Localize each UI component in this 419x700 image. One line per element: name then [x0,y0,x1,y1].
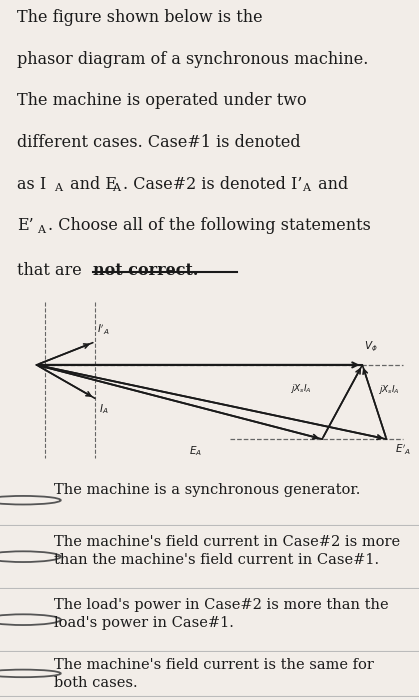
Text: A: A [112,183,120,193]
Text: as I: as I [17,176,46,192]
Text: A: A [37,225,45,235]
Text: $jX_sI_A$: $jX_sI_A$ [290,382,312,395]
Text: . Case#2 is denoted I’: . Case#2 is denoted I’ [123,176,302,192]
Text: The machine is operated under two: The machine is operated under two [17,92,306,109]
Text: $I'_A$: $I'_A$ [97,323,110,337]
Text: $V_\phi$: $V_\phi$ [365,340,378,354]
Text: The machine's field current in Case#2 is more
than the machine's field current i: The machine's field current in Case#2 is… [54,535,401,567]
Text: A: A [54,183,62,193]
Text: that are: that are [17,262,87,279]
Text: $E_A$: $E_A$ [189,444,202,458]
Text: The machine's field current is the same for
both cases.: The machine's field current is the same … [54,658,374,690]
Text: different cases. Case#1 is denoted: different cases. Case#1 is denoted [17,134,300,151]
Text: and E: and E [65,176,117,192]
Text: $E'_A$: $E'_A$ [395,443,411,457]
Text: A: A [303,183,310,193]
Text: E’: E’ [17,217,34,234]
Text: $I_A$: $I_A$ [99,402,109,416]
Text: and: and [313,176,349,192]
Text: The figure shown below is the: The figure shown below is the [17,9,262,26]
Text: not correct.: not correct. [93,262,198,279]
Text: $jX_sI_A$: $jX_sI_A$ [378,384,400,396]
Text: The load's power in Case#2 is more than the
load's power in Case#1.: The load's power in Case#2 is more than … [54,598,389,630]
Text: The machine is a synchronous generator.: The machine is a synchronous generator. [54,482,361,496]
Text: phasor diagram of a synchronous machine.: phasor diagram of a synchronous machine. [17,50,368,68]
Text: . Choose all of the following statements: . Choose all of the following statements [48,217,371,234]
